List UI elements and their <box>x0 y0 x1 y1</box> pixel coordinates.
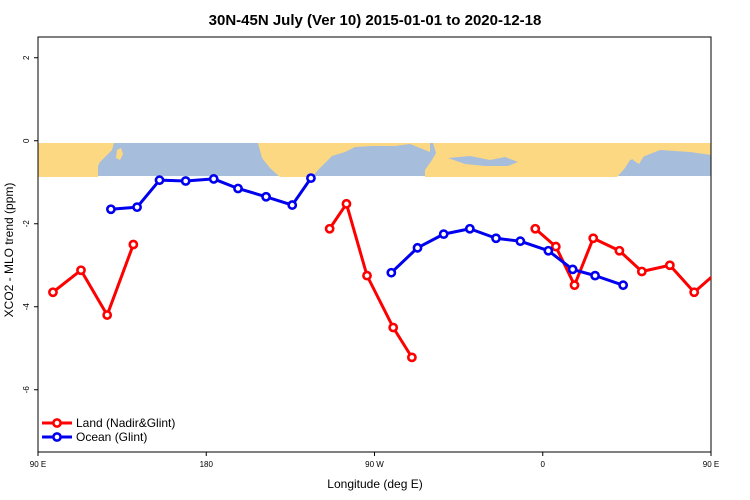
y-tick-label: 0 <box>22 138 31 143</box>
land-data-point <box>76 265 86 276</box>
y-tick-label: -4 <box>22 303 31 311</box>
land-data-point <box>614 245 625 256</box>
chart-title: 30N-45N July (Ver 10) 2015-01-01 to 2020… <box>209 12 542 29</box>
y-axis-label: XCO2 - MLO trend (ppm) <box>2 183 16 318</box>
ocean-data-point <box>306 173 316 183</box>
plot-frame <box>37 36 712 453</box>
ocean-data-point <box>491 233 501 244</box>
land-data-point <box>550 241 561 252</box>
y-tick-label: -2 <box>22 220 31 228</box>
land-data-point <box>743 311 750 318</box>
ocean-data-point <box>590 270 600 281</box>
land-data-point <box>128 239 139 250</box>
ocean-data-point <box>567 264 578 275</box>
ocean-data-point <box>515 236 526 247</box>
land-series-line <box>328 202 414 359</box>
ocean-data-point <box>180 176 191 186</box>
land-data-point <box>717 266 724 273</box>
ocean-data-point <box>618 280 629 291</box>
x-axis-label: Longitude (deg E) <box>327 477 422 491</box>
map-land <box>38 143 711 177</box>
x-tick-label: 90 W <box>365 460 384 469</box>
land-data-point <box>569 280 580 291</box>
ocean-data-point <box>438 229 449 240</box>
ocean-series-line <box>390 227 624 287</box>
ocean-data-point <box>287 200 298 210</box>
data-series <box>48 173 750 363</box>
land-data-point <box>102 310 113 320</box>
land-series-line <box>52 243 135 317</box>
legend: Land (Nadir&Glint)Ocean (Glint) <box>42 416 175 444</box>
world-map-strip <box>38 143 711 177</box>
x-tick-label: 0 <box>541 460 546 469</box>
x-tick-label: 90 E <box>30 460 46 469</box>
ocean-series <box>106 173 750 291</box>
legend-swatch-marker <box>52 432 62 442</box>
ocean-data-point <box>233 183 243 194</box>
ocean-data-point <box>464 223 475 234</box>
ocean-data-point <box>106 204 116 215</box>
ocean-series-line <box>747 180 750 209</box>
ocean-data-point <box>261 191 271 202</box>
land-data-point <box>341 198 352 209</box>
land-data-point <box>636 266 647 277</box>
land-data-point <box>388 322 399 333</box>
ocean-data-point <box>208 174 219 184</box>
land-data-point <box>362 270 372 281</box>
legend-label: Land (Nadir&Glint) <box>76 416 175 430</box>
y-axis: 2 0 -2 -4 -6 <box>22 55 38 393</box>
x-tick-label: 180 <box>200 460 214 469</box>
land-data-point <box>664 260 675 271</box>
ocean-data-point <box>743 206 750 213</box>
legend-item-ocean: Ocean (Glint) <box>42 430 147 444</box>
y-tick-label: 2 <box>22 55 31 60</box>
ocean-data-point <box>132 202 142 213</box>
land-data-point <box>324 223 335 234</box>
x-tick-label: 90 E <box>703 460 719 469</box>
land-data-point <box>689 287 700 298</box>
y-tick-label: -6 <box>22 386 31 394</box>
x-axis: 90 E 180 90 W 0 90 E <box>30 452 719 469</box>
legend-swatch-marker <box>52 418 62 428</box>
land-data-point <box>588 233 599 244</box>
ocean-data-point <box>154 175 165 186</box>
ocean-data-point <box>386 267 397 278</box>
ocean-data-point <box>543 245 554 256</box>
legend-label: Ocean (Glint) <box>76 430 147 444</box>
land-data-point <box>406 352 417 363</box>
land-series <box>48 198 750 363</box>
legend-item-land: Land (Nadir&Glint) <box>42 416 175 430</box>
land-data-point <box>530 223 541 234</box>
land-data-point <box>48 287 58 298</box>
ocean-data-point <box>412 242 423 253</box>
